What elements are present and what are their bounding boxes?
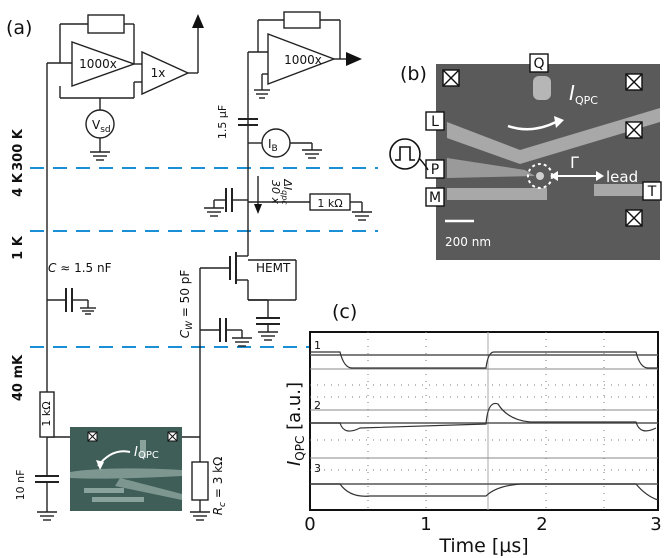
panel-label-b: (b): [400, 63, 427, 85]
hemt-transistor: [200, 232, 297, 341]
capacitor-1-5uf-label: 1.5 µF: [216, 105, 229, 139]
lead-label: lead: [606, 168, 638, 186]
scope-traces: [309, 331, 659, 511]
resistor-1k-top-label: 1 kΩ: [317, 197, 342, 210]
x-tick-0: 0: [304, 514, 315, 535]
inset-device-image: [70, 427, 182, 511]
amplifier-1000x-right: [247, 11, 362, 232]
x-tick-2: 2: [536, 514, 547, 535]
stage-label-1k: 1 K: [11, 235, 26, 260]
capacitor-1-5uf: [238, 118, 258, 126]
stage-label-300k: 300 K: [11, 128, 26, 171]
left-main-wire: [46, 62, 72, 443]
gain-label-a: 30 x: [269, 180, 282, 204]
stage-label-4k: 4 K: [11, 172, 26, 197]
stage-capacitor: [204, 188, 248, 217]
micrograph-current-sub: QPC: [575, 94, 598, 107]
trace-label-2: 2: [314, 399, 321, 412]
pulse-generator-icon: [389, 138, 429, 171]
gate-label-t: T: [647, 184, 657, 200]
gate-label-q: Q: [533, 56, 544, 72]
amplifier-1x: [141, 14, 204, 96]
trace-label-3: 3: [314, 462, 321, 475]
resistor-1k-bottom-label: 1 kΩ: [40, 401, 53, 426]
amplifier-1000x-right-label: 1000x: [284, 53, 322, 67]
cw-label: CW = 50 pF: [178, 270, 195, 339]
cw-capacitor: [200, 318, 252, 347]
capacitor-10nf-label: 10 nF: [14, 470, 27, 501]
ib-source: [248, 128, 322, 159]
rc-label: Rc = 3 kΩ: [211, 457, 228, 516]
panel-label-c: (c): [332, 301, 357, 323]
amplifier-1x-label: 1x: [151, 66, 166, 80]
device-micrograph: [425, 53, 662, 260]
gain-arrow-head: [254, 204, 262, 214]
gain-label-b: ΔIqpc: [280, 178, 294, 205]
x-axis-label: Time [µs]: [438, 535, 528, 557]
amplifier-1000x-left: [59, 14, 142, 99]
gamma-label: Γ: [570, 153, 579, 172]
trace-label-1: 1: [314, 339, 321, 352]
hemt-label: HEMT: [256, 261, 291, 275]
y-axis-label: IQPC [a.u.]: [284, 382, 307, 466]
gate-label-l: L: [431, 114, 439, 130]
resistor-1k-bottom: [39, 391, 55, 438]
rc-branch: [190, 268, 210, 521]
inset-current-sub: QPC: [138, 450, 159, 461]
x-tick-1: 1: [420, 514, 431, 535]
panel-label-a: (a): [6, 17, 32, 39]
gate-label-m: M: [429, 190, 441, 206]
x-tick-3: 3: [650, 514, 661, 535]
inset-current-label: I: [134, 445, 138, 460]
vsd-label: Vsd: [92, 118, 111, 135]
stage-label-40mk: 40 mK: [11, 354, 26, 401]
amplifier-1000x-left-label: 1000x: [79, 57, 117, 71]
ib-label: IB: [268, 137, 278, 154]
vsd-source: [85, 98, 115, 161]
resistor-1k-top: [248, 193, 372, 221]
scale-bar-label: 200 nm: [445, 235, 491, 249]
capacitor-10nf: [35, 443, 59, 521]
line-capacitor-label: C ≈ 1.5 nF: [48, 261, 112, 275]
gate-label-p: P: [431, 162, 439, 178]
micrograph-current-label: I: [569, 81, 575, 105]
line-capacitor: [47, 288, 96, 315]
